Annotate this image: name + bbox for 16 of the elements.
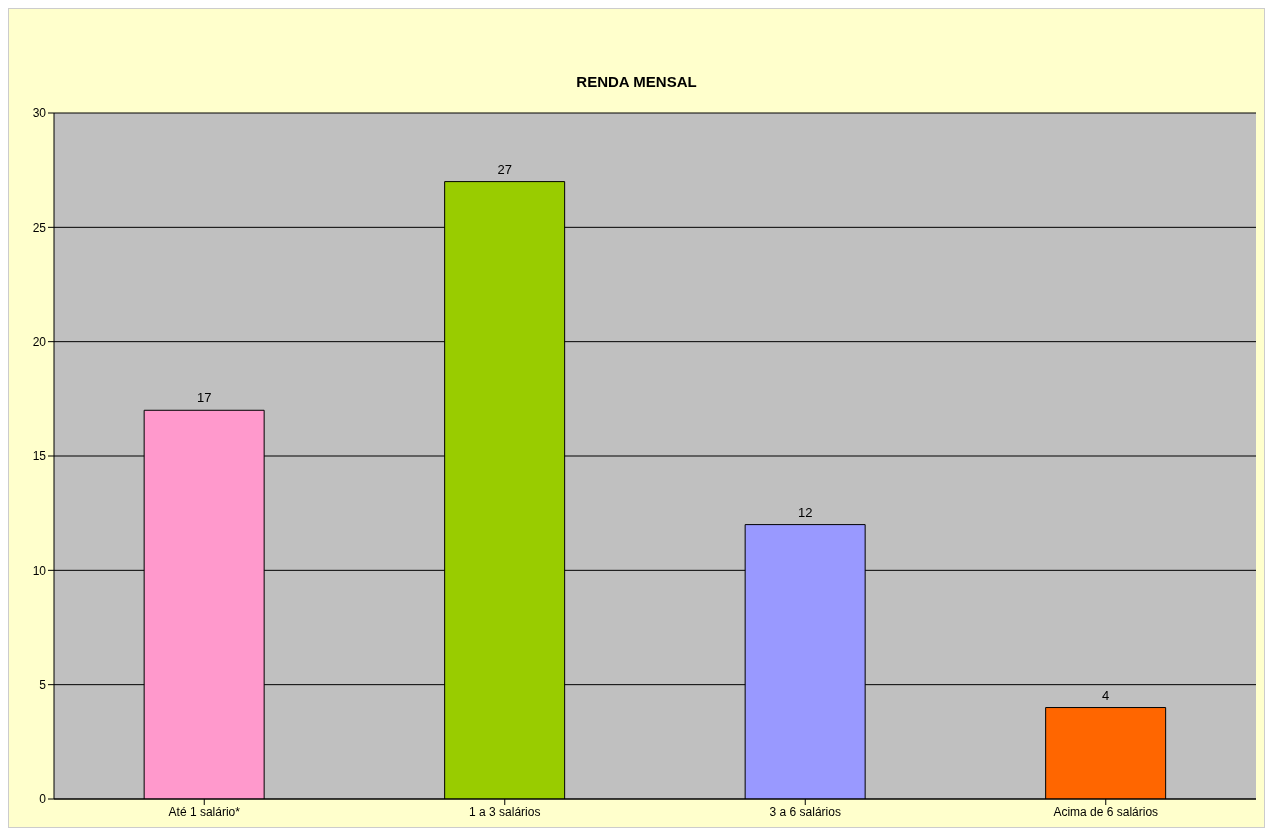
y-tick-label: 15	[32, 449, 47, 464]
y-tick-label: 10	[32, 563, 47, 578]
x-tick-label: Até 1 salário*	[168, 804, 241, 819]
data-label: 27	[497, 161, 512, 177]
data-label: 4	[1102, 687, 1110, 703]
chart-title: RENDA MENSAL	[575, 73, 698, 90]
y-tick-label: 30	[32, 106, 47, 121]
data-label: 17	[196, 390, 212, 406]
x-tick-label: 1 a 3 salários	[469, 804, 541, 819]
y-tick-label: 25	[32, 220, 47, 235]
y-tick-label: 20	[32, 334, 47, 349]
y-tick-label: 5	[39, 677, 47, 692]
y-tick-label: 0	[39, 792, 47, 807]
x-tick-label: Acima de 6 salários	[1053, 804, 1159, 819]
data-label: 12	[797, 504, 813, 520]
x-tick-label: 3 a 6 salários	[769, 804, 841, 819]
